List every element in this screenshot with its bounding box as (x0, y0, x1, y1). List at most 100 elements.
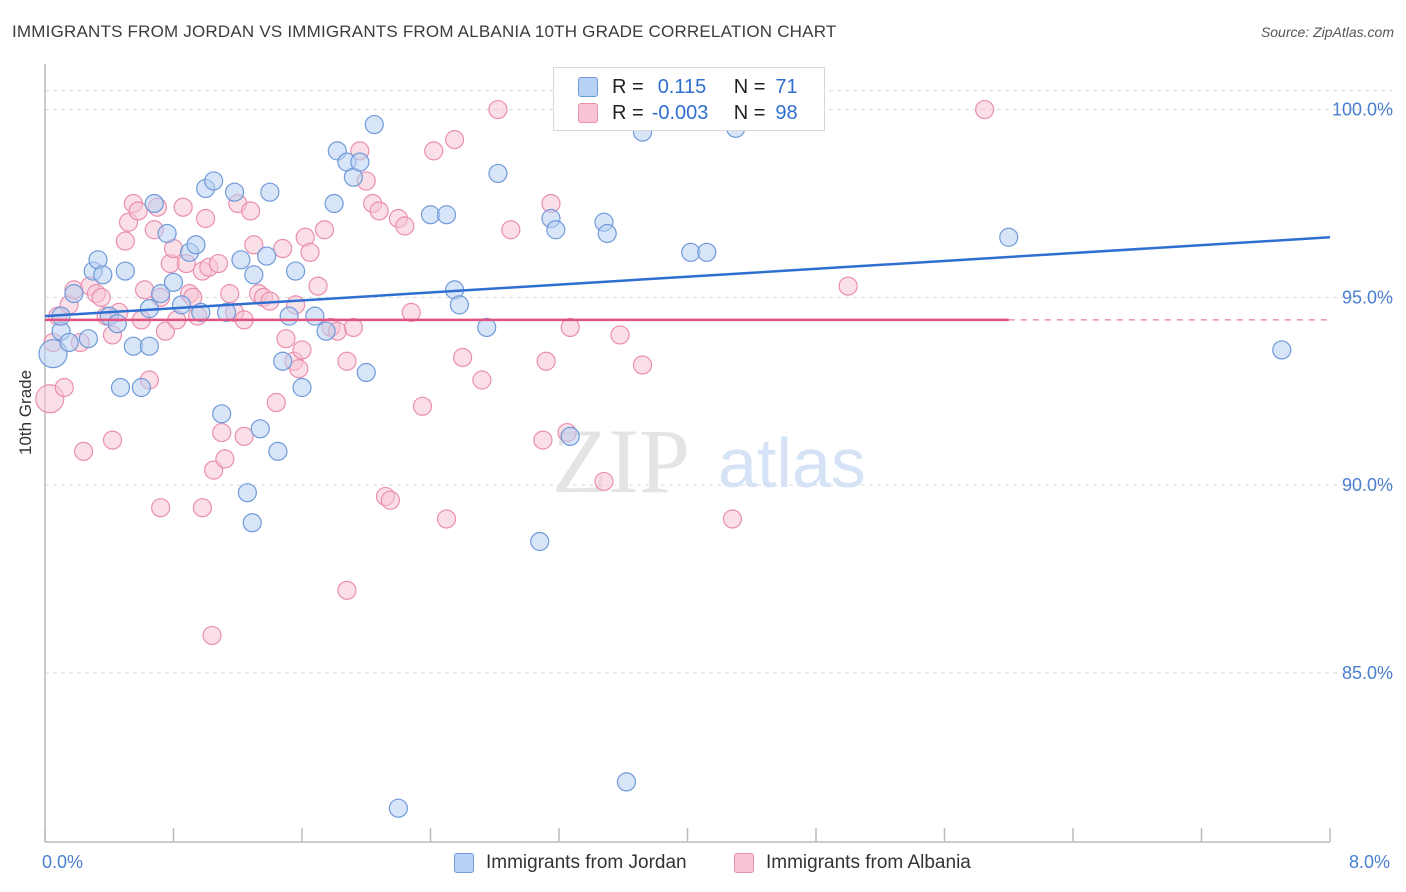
bottom-legend-jordan: Immigrants from Jordan (454, 852, 687, 874)
point-albania (234, 426, 254, 446)
point-albania (212, 422, 232, 443)
legend-r-label: R = (612, 75, 644, 98)
point-albania (343, 317, 363, 338)
point-albania (73, 441, 94, 461)
point-jordan (244, 265, 264, 285)
legend-swatch-albania (578, 103, 598, 123)
point-albania (192, 498, 213, 518)
point-albania (632, 355, 653, 375)
watermark-atlas: atlas (718, 424, 866, 502)
x-tick-label-min: 0.0% (42, 852, 84, 872)
point-jordan (250, 419, 270, 439)
point-albania (102, 430, 123, 450)
point-jordan (285, 261, 306, 281)
chart-title: IMMIGRANTS FROM JORDAN VS IMMIGRANTS FRO… (12, 22, 837, 41)
point-albania (244, 235, 264, 255)
point-albania (54, 377, 74, 398)
point-jordan (59, 332, 79, 353)
point-jordan (151, 284, 171, 304)
y-axis-label: 10th Grade (16, 369, 35, 455)
point-jordan (78, 329, 98, 349)
point-jordan (388, 798, 408, 818)
point-jordan (324, 193, 344, 214)
legend-row-jordan: R = 0.115 N = 71 (578, 74, 798, 100)
point-albania (337, 580, 357, 600)
point-albania (300, 242, 320, 262)
point-jordan (530, 531, 550, 552)
bottom-legend-swatch-jordan (454, 853, 474, 873)
point-jordan (488, 163, 508, 184)
gridlines (45, 90, 1392, 674)
point-jordan (38, 339, 68, 369)
point-albania (208, 253, 229, 274)
y-tick-label: 95.0% (1342, 287, 1393, 307)
point-albania (594, 471, 614, 492)
point-albania (975, 99, 995, 120)
legend-n-value-albania: 98 (775, 101, 798, 124)
legend-n-label: N = (733, 101, 766, 124)
point-albania (289, 359, 309, 379)
point-albania (536, 351, 556, 371)
point-jordan (139, 336, 160, 356)
point-albania (241, 201, 261, 221)
point-jordan (242, 513, 262, 533)
point-albania (128, 201, 148, 221)
point-jordan (115, 261, 135, 281)
point-albania (173, 197, 193, 217)
point-jordan (186, 235, 206, 255)
point-albania (533, 430, 553, 450)
legend-n-value-jordan: 71 (775, 75, 798, 98)
point-jordan (616, 772, 637, 792)
x-tick-label-max: 8.0% (1349, 852, 1391, 872)
point-jordan (1272, 340, 1292, 360)
bottom-legend-albania: Immigrants from Albania (734, 852, 971, 874)
point-albania (215, 449, 235, 469)
point-jordan (305, 306, 325, 326)
point-albania (401, 302, 421, 322)
point-albania (276, 329, 296, 349)
point-albania (134, 280, 155, 300)
bottom-legend-label-albania: Immigrants from Albania (766, 852, 971, 873)
legend-r-value-albania: -0.003 (651, 101, 709, 124)
point-albania (436, 509, 457, 529)
point-jordan (110, 377, 131, 398)
point-jordan (123, 336, 143, 356)
point-jordan (268, 441, 288, 461)
y-tick-label: 85.0% (1342, 663, 1393, 683)
point-albania (151, 498, 171, 518)
point-albania (314, 220, 335, 240)
point-jordan (204, 171, 224, 191)
point-jordan (93, 265, 113, 285)
point-jordan (216, 302, 237, 322)
point-albania (91, 287, 111, 307)
point-jordan (364, 114, 384, 135)
point-jordan (477, 317, 497, 338)
point-jordan (231, 250, 251, 270)
bottom-legend: Immigrants from Jordan Immigrants from A… (0, 852, 1406, 878)
point-jordan (292, 377, 312, 398)
legend: R = 0.115 N = 71 R = -0.003 N = 98 (553, 67, 825, 131)
point-jordan (64, 284, 84, 304)
legend-r-value-jordan: 0.115 (657, 75, 707, 98)
point-albania (501, 220, 521, 240)
point-albania (369, 201, 389, 221)
bottom-legend-swatch-albania (734, 853, 754, 873)
legend-r-label: R = (612, 101, 644, 124)
point-albania (395, 216, 415, 236)
trend-line-jordan (44, 236, 1331, 318)
point-jordan (257, 246, 277, 266)
point-jordan (107, 314, 127, 334)
y-tick-label: 90.0% (1342, 475, 1393, 495)
point-albania (412, 396, 433, 416)
point-albania (220, 284, 240, 304)
point-albania (472, 370, 492, 390)
point-albania (838, 276, 858, 296)
point-albania (560, 317, 580, 338)
point-jordan (157, 223, 177, 244)
y-tick-labels: 85.0% 90.0% 95.0% 100.0% (1332, 100, 1393, 683)
point-albania (292, 340, 312, 360)
point-jordan (212, 404, 232, 424)
point-albania (266, 392, 286, 413)
watermark-zip: ZIP (552, 410, 690, 512)
